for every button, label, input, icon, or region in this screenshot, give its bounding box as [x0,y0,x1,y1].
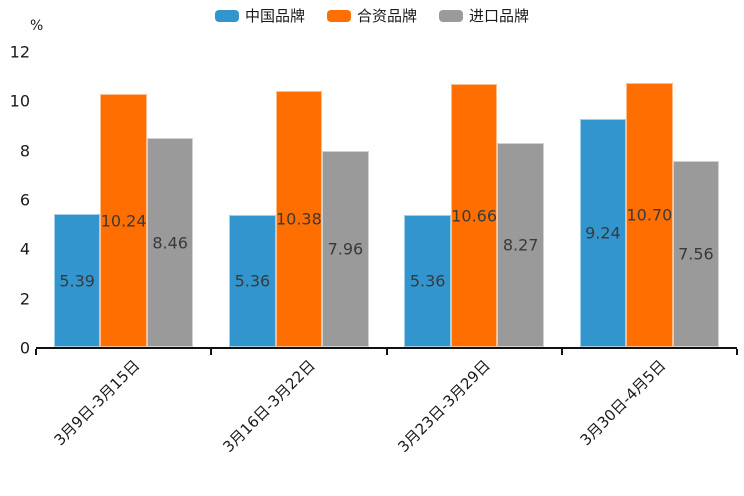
bar-value-label: 7.56 [678,244,714,264]
x-axis-tick [736,349,738,355]
bar-中国品牌-group1 [229,214,276,347]
bar-value-label: 5.36 [409,271,446,291]
bar-合资品牌-group0 [100,94,147,347]
bar-value-label: 7.96 [327,239,364,259]
y-tick-label: 2 [19,289,30,309]
legend: 中国品牌 合资品牌 进口品牌 [0,6,744,26]
legend-item-中国品牌: 中国品牌 [214,6,305,26]
legend-item-进口品牌: 进口品牌 [439,6,529,26]
y-axis-unit-label: % [30,18,44,34]
legend-label: 合资品牌 [356,7,417,25]
legend-item-合资品牌: 合资品牌 [326,6,417,26]
y-tick-label: 8 [19,141,30,161]
x-axis-line [36,347,737,349]
bar-value-label: 10.70 [626,205,673,225]
bar-value-label: 9.24 [585,223,621,243]
x-axis-tick [560,349,563,355]
bar-合资品牌-group1 [275,90,323,347]
bar-中国品牌-group3 [579,119,627,347]
legend-swatch [326,10,351,22]
legend-swatch [214,10,239,22]
x-category-label: 3月9日-3月15日 [51,356,144,450]
bar-value-label: 5.36 [234,271,271,291]
x-axis-tick [210,349,213,355]
y-tick-label: 6 [19,190,30,210]
bar-value-label: 10.24 [100,211,147,231]
bar-进口品牌-group1 [322,150,369,347]
x-category-label: 3月30日-4月5日 [576,356,670,450]
legend-label: 中国品牌 [244,7,305,25]
x-category-label: 3月16日-3月22日 [219,356,320,456]
y-tick-label: 4 [19,239,30,259]
bar-value-label: 10.66 [451,206,498,226]
y-tick-label: 12 [9,42,30,62]
bar-合资品牌-group2 [450,84,498,347]
bar-value-label: 5.39 [59,271,95,291]
bar-value-label: 10.38 [275,209,322,229]
y-tick-label: 0 [19,338,30,358]
x-axis-tick [385,349,388,355]
legend-label: 进口品牌 [469,7,530,25]
bar-value-label: 8.27 [502,235,539,255]
bar-进口品牌-group2 [497,143,544,347]
bar-进口品牌-group3 [672,160,720,347]
x-axis-tick [35,349,37,355]
y-tick-label: 10 [9,91,30,111]
bar-合资品牌-group3 [626,83,673,347]
legend-swatch [439,10,463,22]
bar-中国品牌-group2 [404,214,451,347]
bar-中国品牌-group0 [53,214,101,347]
bar-value-label: 8.46 [152,233,188,253]
x-category-label: 3月23日-3月29日 [394,356,495,456]
bar-进口品牌-group0 [146,138,194,347]
